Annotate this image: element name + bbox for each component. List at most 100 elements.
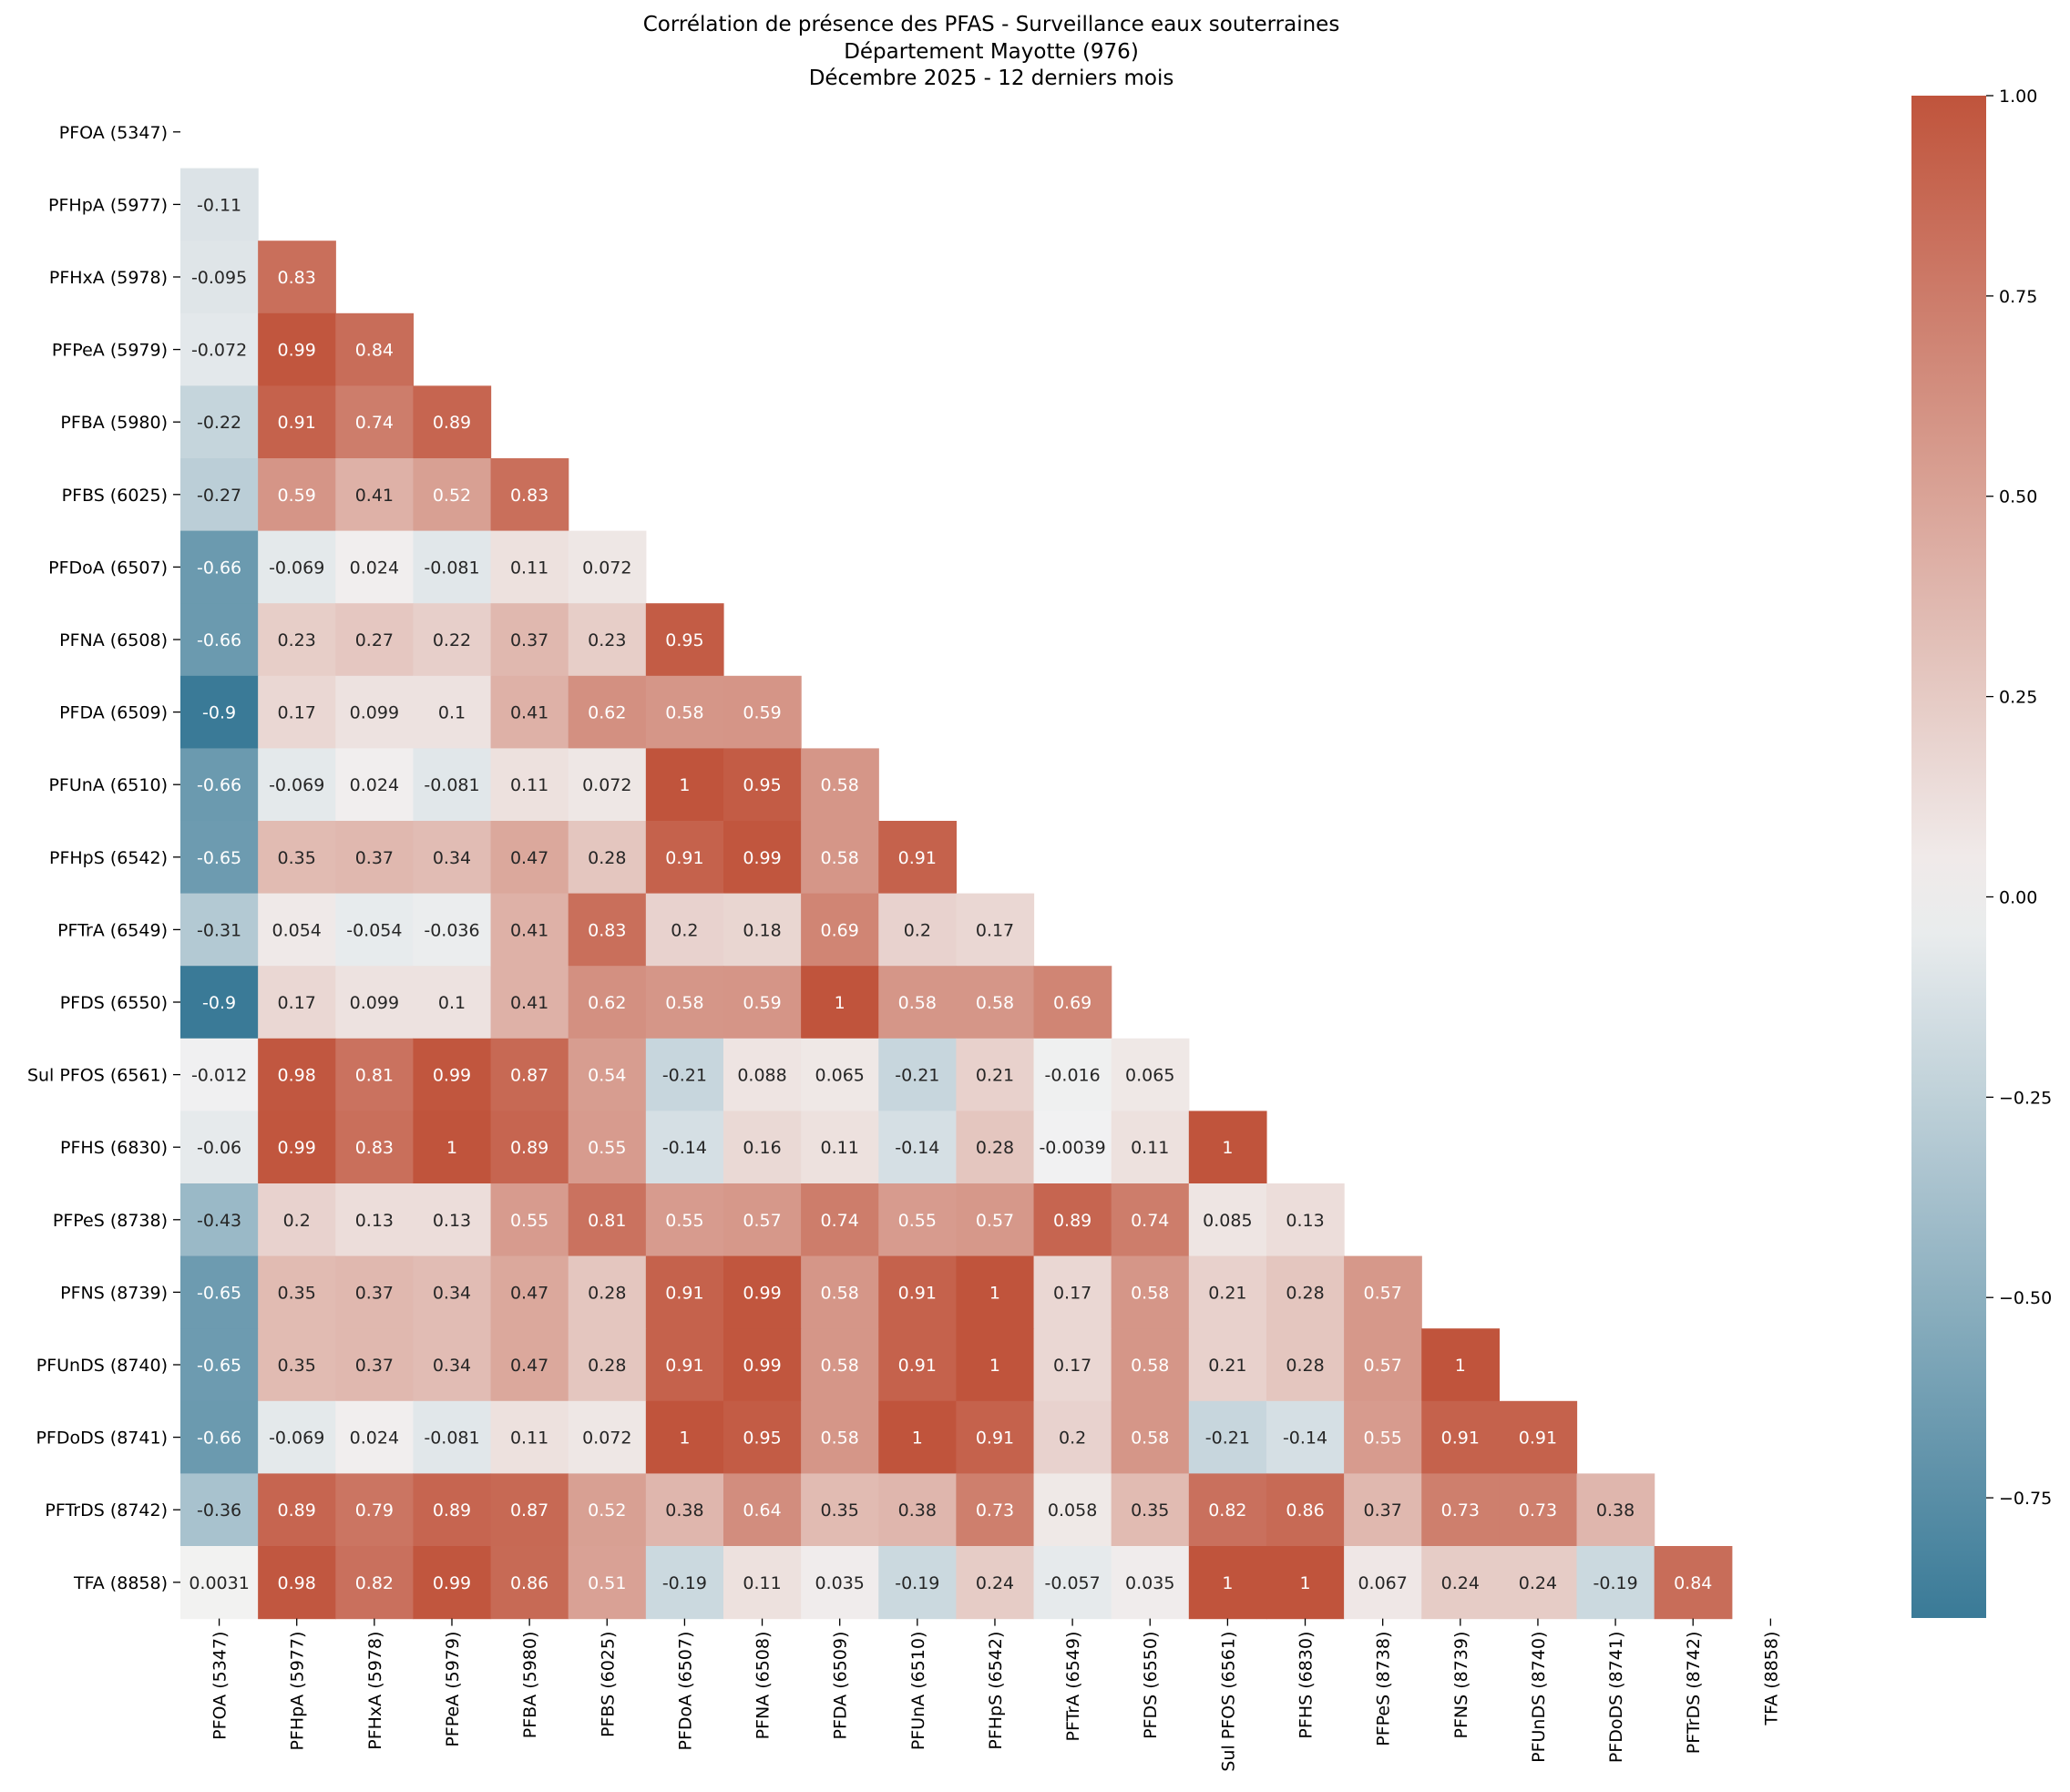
heatmap-cell-label: 0.17	[278, 993, 316, 1013]
heatmap-cell-label: -0.072	[191, 341, 247, 361]
heatmap-cell-label: 0.58	[821, 775, 859, 795]
heatmap-cell	[1344, 1473, 1422, 1547]
heatmap-cell	[490, 1255, 569, 1329]
heatmap-cell	[1266, 1328, 1345, 1402]
heatmap-cell-label: 0.024	[350, 1428, 399, 1449]
heatmap-cell-label: 0.37	[1364, 1500, 1402, 1521]
y-tick-label: PFUnDS (8740)	[36, 1356, 168, 1376]
heatmap-cell	[645, 1328, 724, 1402]
heatmap-cell-label: -0.012	[191, 1066, 247, 1086]
heatmap-cell	[490, 1111, 569, 1184]
heatmap-cell-label: 0.89	[510, 1138, 548, 1158]
heatmap-cell	[180, 1183, 259, 1257]
x-tick-label: PFBA (5980)	[520, 1632, 540, 1739]
x-tick-label: PFPeA (5979)	[443, 1632, 463, 1747]
heatmap-cell-label: 0.57	[743, 1211, 781, 1231]
heatmap-cell	[490, 1328, 569, 1402]
heatmap-cell	[490, 675, 569, 749]
heatmap-cell-label: 0.74	[1131, 1211, 1169, 1231]
heatmap-cell	[1111, 1328, 1190, 1402]
heatmap-cell-label: -0.19	[662, 1573, 707, 1593]
heatmap-cell	[1344, 1400, 1422, 1474]
heatmap-cell	[568, 1183, 647, 1257]
heatmap-cell	[1188, 1400, 1267, 1474]
heatmap-cell-label: -0.0039	[1039, 1138, 1105, 1158]
y-tick-label: PFTrDS (8742)	[45, 1500, 168, 1521]
heatmap-cell	[956, 1328, 1035, 1402]
heatmap-cell-label: 0.28	[976, 1138, 1014, 1158]
heatmap-cell	[490, 1038, 569, 1111]
heatmap-cell	[568, 1038, 647, 1111]
heatmap-cell	[801, 1473, 879, 1547]
heatmap-cell	[180, 1473, 259, 1547]
heatmap-cell	[801, 893, 879, 967]
x-tick-label: PFOA (5347)	[210, 1632, 231, 1740]
heatmap-cell	[1188, 1473, 1267, 1547]
heatmap-cell	[722, 675, 802, 749]
x-tick-label: PFHpA (5977)	[288, 1632, 308, 1751]
heatmap-cell	[413, 385, 492, 459]
heatmap-cell	[335, 1255, 415, 1329]
heatmap-cell-label: -0.65	[197, 848, 241, 868]
heatmap-cell	[1111, 1111, 1190, 1184]
heatmap-cell	[335, 893, 415, 967]
heatmap-cell-label: 0.58	[821, 1283, 859, 1303]
y-tick-label: PFHS (6830)	[60, 1138, 168, 1158]
heatmap-cell-label: 0.24	[976, 1573, 1014, 1593]
heatmap-cell-label: 0.34	[433, 1283, 471, 1303]
heatmap-cell	[258, 748, 336, 822]
heatmap-cell	[413, 1400, 492, 1474]
heatmap-cell	[258, 530, 336, 604]
heatmap-cell	[568, 1328, 647, 1402]
heatmap-cell-label: 0.085	[1203, 1211, 1252, 1231]
heatmap-cell	[722, 1111, 802, 1184]
heatmap-cell-label: 0.17	[278, 703, 316, 723]
heatmap-cell-label: 0.59	[743, 993, 781, 1013]
heatmap-cell-label: 0.065	[1125, 1066, 1174, 1086]
heatmap-cell	[335, 675, 415, 749]
heatmap-cell-label: 0.58	[1131, 1283, 1169, 1303]
heatmap-cell	[956, 1111, 1035, 1184]
chart-subtitle-period: Décembre 2025 - 12 derniers mois	[809, 67, 1174, 90]
heatmap-cell	[258, 1111, 336, 1184]
heatmap-cell-label: 0.13	[433, 1211, 471, 1231]
heatmap-cell	[335, 748, 415, 822]
heatmap-cell	[722, 893, 802, 967]
heatmap-cell-label: 0.83	[278, 268, 316, 288]
heatmap-cell	[956, 1255, 1035, 1329]
y-tick-label: PFOA (5347)	[59, 123, 168, 143]
x-tick-label: PFPeS (8738)	[1374, 1632, 1394, 1746]
heatmap-cell-label: 0.52	[588, 1500, 626, 1521]
heatmap-cell-label: -0.14	[1283, 1428, 1327, 1449]
y-tick-label: PFDS (6550)	[60, 993, 168, 1013]
heatmap-cell	[956, 893, 1035, 967]
heatmap-cell-label: 0.89	[433, 1500, 471, 1521]
heatmap-cell-label: 0.91	[665, 848, 703, 868]
heatmap-cell	[878, 1255, 957, 1329]
heatmap-cell	[801, 966, 879, 1039]
heatmap-cell	[258, 1473, 336, 1547]
heatmap-cell-label: 0.38	[665, 1500, 703, 1521]
heatmap-cell-label: 0.99	[743, 848, 781, 868]
heatmap-cell-label: 0.58	[821, 1356, 859, 1376]
heatmap-cell	[568, 1546, 647, 1620]
heatmap-cell	[258, 1546, 336, 1620]
heatmap-cell	[258, 966, 336, 1039]
heatmap-cell-label: 0.28	[588, 848, 626, 868]
heatmap-cell-label: 0.21	[976, 1066, 1014, 1086]
heatmap-cell-label: -0.31	[197, 920, 241, 940]
heatmap-cell-label: -0.069	[269, 558, 324, 578]
heatmap-cell	[335, 312, 415, 386]
heatmap-cell	[801, 1255, 879, 1329]
heatmap-cell	[413, 1328, 492, 1402]
y-tick-label: PFHpS (6542)	[49, 848, 168, 868]
heatmap-cell-label: 0.51	[588, 1573, 626, 1593]
heatmap-cell	[180, 385, 259, 459]
heatmap-cell-label: 0.55	[898, 1211, 937, 1231]
heatmap-cell	[722, 966, 802, 1039]
x-tick-label: TFA (8858)	[1761, 1632, 1781, 1726]
heatmap-cell-label: -0.43	[197, 1211, 241, 1231]
heatmap-cell-label: 1	[679, 775, 690, 795]
heatmap-cell-label: 0.99	[433, 1573, 471, 1593]
